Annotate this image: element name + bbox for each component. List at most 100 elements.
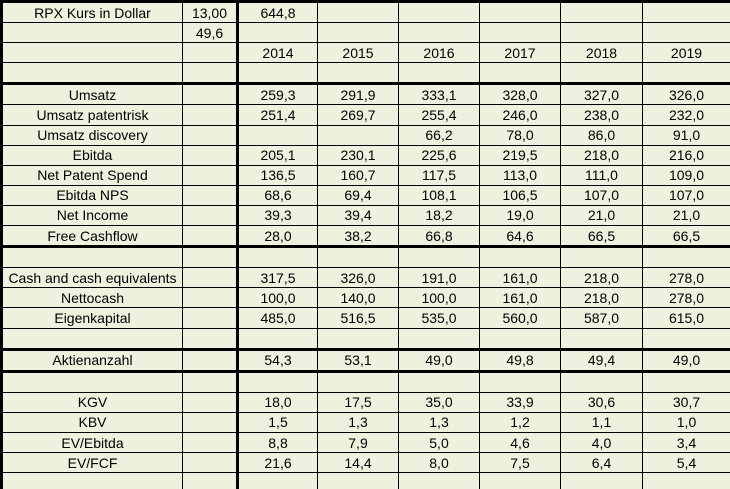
value-cell[interactable] (182, 411, 238, 433)
value-cell[interactable] (398, 246, 480, 269)
value-cell[interactable]: 5,0 (398, 431, 480, 454)
value-cell[interactable] (479, 370, 561, 393)
value-cell[interactable] (398, 22, 480, 44)
value-cell[interactable]: 18,2 (398, 204, 480, 227)
row-label-cell[interactable]: Umsatz (0, 83, 183, 106)
value-cell[interactable] (398, 62, 480, 86)
value-cell[interactable]: 21,6 (236, 452, 318, 474)
value-cell[interactable]: 78,0 (479, 124, 561, 146)
value-cell[interactable] (182, 62, 238, 86)
value-cell[interactable]: 278,0 (642, 267, 730, 289)
value-cell[interactable]: 255,4 (398, 104, 480, 126)
value-cell[interactable]: 216,0 (642, 144, 730, 166)
value-cell[interactable]: 230,1 (317, 144, 399, 166)
year-header-cell[interactable]: 2014 (236, 42, 318, 64)
value-cell[interactable]: 615,0 (642, 307, 730, 329)
value-cell[interactable]: 516,5 (317, 307, 399, 329)
row-label-cell[interactable] (0, 42, 183, 64)
row-label-cell[interactable]: KGV (0, 391, 183, 413)
value-cell[interactable] (398, 370, 480, 393)
value-cell[interactable] (560, 0, 643, 24)
value-cell[interactable]: 68,6 (236, 184, 318, 206)
row-label-cell[interactable] (0, 472, 183, 489)
value-cell[interactable] (182, 452, 238, 474)
value-cell[interactable]: 7,5 (479, 452, 561, 474)
row-label-cell[interactable]: KBV (0, 411, 183, 433)
value-cell[interactable] (317, 370, 399, 393)
value-cell[interactable]: 91,0 (642, 124, 730, 146)
value-cell[interactable] (182, 431, 238, 454)
year-header-cell[interactable]: 2017 (479, 42, 561, 64)
value-cell[interactable] (398, 472, 480, 489)
value-cell[interactable] (560, 62, 643, 86)
value-cell[interactable]: 1,5 (236, 411, 318, 433)
value-cell[interactable]: 39,4 (317, 204, 399, 227)
value-cell[interactable]: 1,2 (479, 411, 561, 433)
value-cell[interactable]: 38,2 (317, 225, 399, 249)
value-cell[interactable] (182, 307, 238, 329)
value-cell[interactable] (479, 327, 561, 351)
value-cell[interactable] (182, 124, 238, 146)
year-header-cell[interactable]: 2019 (642, 42, 730, 64)
row-label-cell[interactable]: RPX Kurs in Dollar (0, 0, 183, 24)
value-cell[interactable] (317, 62, 399, 86)
year-header-cell[interactable]: 2016 (398, 42, 480, 64)
year-header-cell[interactable]: 2015 (317, 42, 399, 64)
value-cell[interactable]: 21,0 (560, 204, 643, 227)
row-label-cell[interactable] (0, 370, 183, 393)
row-label-cell[interactable]: Umsatz patentrisk (0, 104, 183, 126)
value-cell[interactable] (398, 327, 480, 351)
value-cell[interactable]: 66,2 (398, 124, 480, 146)
value-cell[interactable] (479, 62, 561, 86)
value-cell[interactable]: 1,3 (398, 411, 480, 433)
value-cell[interactable]: 4,0 (560, 431, 643, 454)
value-cell[interactable] (560, 370, 643, 393)
value-cell[interactable]: 225,6 (398, 144, 480, 166)
value-cell[interactable]: 333,1 (398, 83, 480, 106)
value-cell[interactable]: 19,0 (479, 204, 561, 227)
row-label-cell[interactable]: Aktienanzahl (0, 348, 183, 373)
value-cell[interactable]: 49,8 (479, 348, 561, 373)
value-cell[interactable]: 191,0 (398, 267, 480, 289)
value-cell[interactable] (236, 124, 318, 146)
row-label-cell[interactable]: Cash and cash equivalents (0, 267, 183, 289)
value-cell[interactable]: 161,0 (479, 287, 561, 309)
value-cell[interactable] (317, 22, 399, 44)
value-cell[interactable]: 560,0 (479, 307, 561, 329)
value-cell[interactable]: 69,4 (317, 184, 399, 206)
row-label-cell[interactable]: Free Cashflow (0, 225, 183, 249)
value-cell[interactable]: 100,0 (398, 287, 480, 309)
value-cell[interactable]: 18,0 (236, 391, 318, 413)
value-cell[interactable]: 238,0 (560, 104, 643, 126)
value-cell[interactable]: 485,0 (236, 307, 318, 329)
value-cell[interactable]: 278,0 (642, 287, 730, 309)
value-cell[interactable] (182, 348, 238, 373)
value-cell[interactable]: 35,0 (398, 391, 480, 413)
value-cell[interactable]: 111,0 (560, 164, 643, 186)
value-cell[interactable]: 53,1 (317, 348, 399, 373)
row-label-cell[interactable]: EV/Ebitda (0, 431, 183, 454)
row-label-cell[interactable] (0, 246, 183, 269)
value-cell[interactable]: 291,9 (317, 83, 399, 106)
value-cell[interactable]: 246,0 (479, 104, 561, 126)
value-cell[interactable] (182, 104, 238, 126)
value-cell[interactable] (479, 0, 561, 24)
value-cell[interactable]: 33,9 (479, 391, 561, 413)
value-cell[interactable] (642, 0, 730, 24)
value-cell[interactable]: 259,3 (236, 83, 318, 106)
value-cell[interactable] (317, 327, 399, 351)
value-cell[interactable] (317, 0, 399, 24)
value-cell[interactable] (479, 246, 561, 269)
value-cell[interactable] (236, 370, 318, 393)
value-cell[interactable] (317, 246, 399, 269)
value-cell[interactable] (182, 144, 238, 166)
value-cell[interactable]: 644,8 (236, 0, 318, 24)
value-cell[interactable] (479, 472, 561, 489)
value-cell[interactable] (642, 22, 730, 44)
value-cell[interactable]: 30,6 (560, 391, 643, 413)
value-cell[interactable]: 160,7 (317, 164, 399, 186)
value-cell[interactable] (182, 391, 238, 413)
value-cell[interactable]: 587,0 (560, 307, 643, 329)
value-cell[interactable]: 117,5 (398, 164, 480, 186)
value-cell[interactable] (642, 246, 730, 269)
